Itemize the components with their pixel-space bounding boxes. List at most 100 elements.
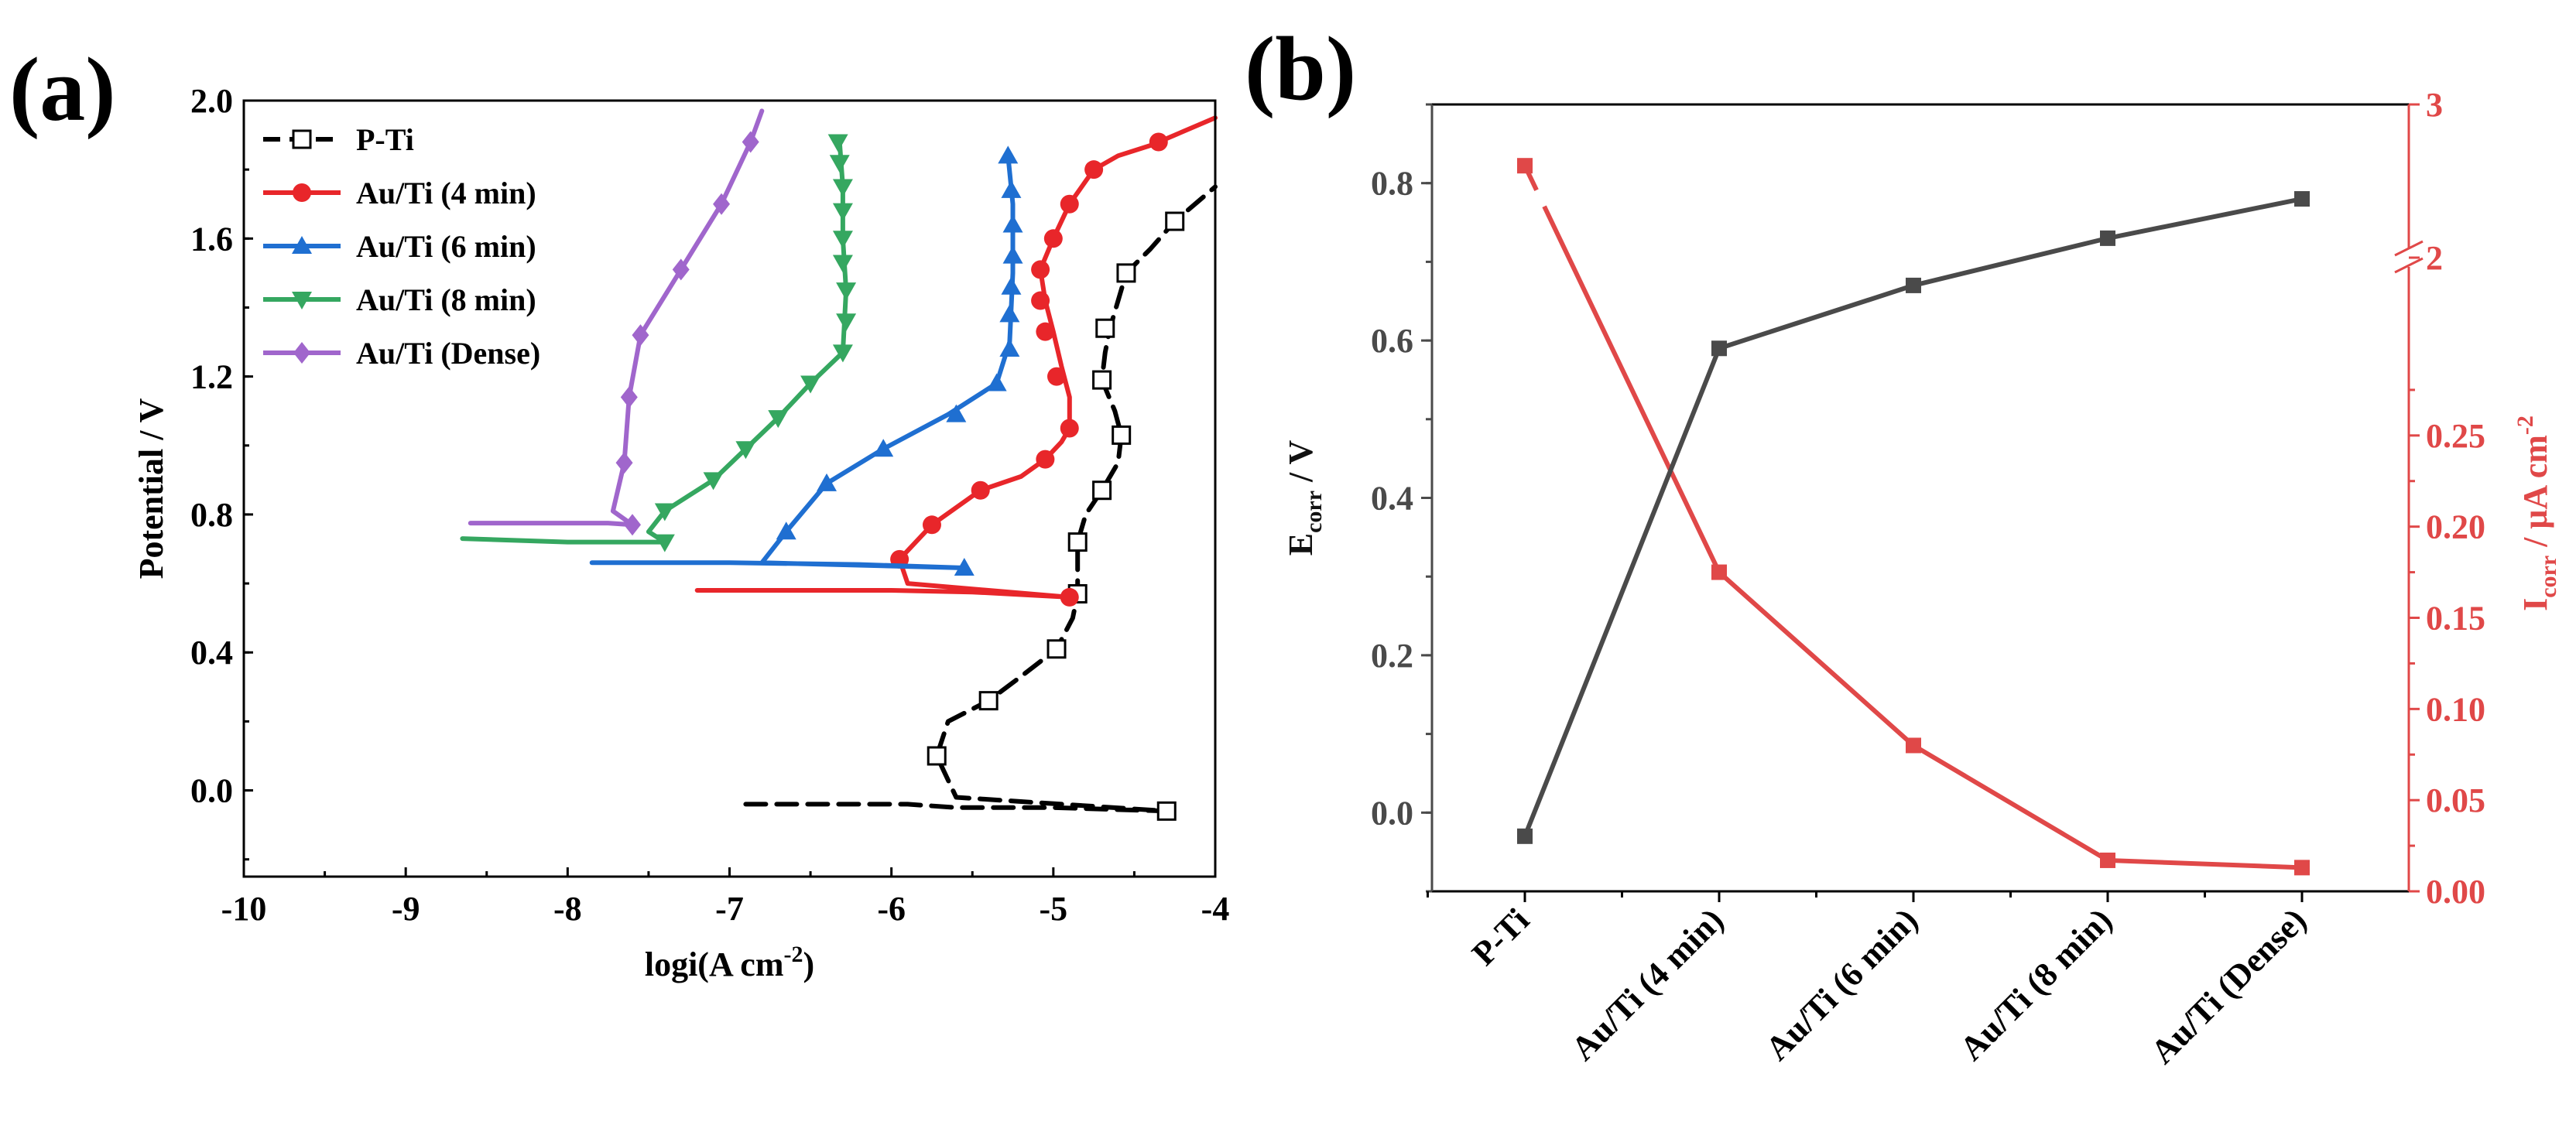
- polarization-series-layer: [460, 108, 1218, 821]
- y-tick-label: 0.4: [190, 634, 233, 672]
- left-tick-label: 0.0: [1371, 794, 1413, 832]
- x-axis-title-main: logi(A cm: [645, 945, 784, 983]
- series-line-icorr: [1542, 205, 2303, 870]
- x-tick-label: -5: [1040, 890, 1068, 928]
- legend-label-au-ti-4-min: Au/Ti (4 min): [356, 176, 536, 210]
- data-point-au-ti-6-min: [954, 558, 975, 576]
- legend-label-au-ti-8-min: Au/Ti (8 min): [356, 282, 536, 317]
- x-axis-title-end: ): [803, 945, 814, 983]
- data-point-au-ti-8-min: [768, 410, 789, 429]
- data-point-icorr: [2294, 860, 2310, 876]
- category-label-p-ti: P-Ti: [1464, 901, 1536, 973]
- data-point-p-ti: [1112, 425, 1132, 445]
- series-line-au-ti-4-min: [694, 115, 1218, 600]
- category-label-au-ti-dense: Au/Ti (Dense): [2143, 901, 2314, 1071]
- data-point-p-ti: [978, 691, 999, 711]
- x-tick-label: -10: [221, 890, 267, 928]
- corrosion-series-layer: [1517, 158, 2310, 876]
- y-tick-label: 1.6: [190, 220, 233, 258]
- data-point-au-ti-8-min: [832, 255, 853, 273]
- data-point-au-ti-4-min: [1060, 419, 1079, 438]
- data-point-au-ti-dense: [742, 131, 759, 153]
- data-point-au-ti-8-min: [836, 282, 857, 301]
- chart-a-legend: P-Ti Au/Ti (4 min) Au/Ti (6 min) Au/Ti (8 m…: [263, 122, 540, 371]
- panel-a-label: (a): [9, 39, 116, 140]
- left-axis-title-subscript: corr: [1301, 491, 1327, 533]
- right-tick-label: 0.15: [2426, 600, 2485, 638]
- right-axis-title-main: I: [2516, 598, 2554, 611]
- data-point-au-ti-6-min: [999, 338, 1020, 357]
- x-axis-title-superscript: -2: [783, 942, 803, 967]
- data-point-au-ti-dense: [615, 452, 633, 474]
- data-point-au-ti-4-min: [1043, 229, 1063, 248]
- data-point-au-ti-4-min: [922, 515, 941, 535]
- data-point-au-ti-dense: [713, 193, 731, 215]
- data-point-icorr: [1711, 564, 1727, 580]
- data-point-au-ti-8-min: [703, 472, 724, 491]
- left-tick-label: 0.8: [1371, 165, 1413, 203]
- series-line-p-ti: [743, 184, 1218, 814]
- right-tick-label: 0.25: [2426, 417, 2485, 455]
- data-point-au-ti-8-min: [735, 441, 756, 460]
- y-tick-label: 1.2: [190, 358, 233, 396]
- left-tick-label: 0.2: [1371, 637, 1413, 675]
- right-tick-label: 0.05: [2426, 781, 2485, 819]
- data-point-au-ti-8-min: [827, 134, 848, 152]
- legend-marker-p-ti: [292, 129, 312, 149]
- left-axis-title-end: / V: [1282, 440, 1320, 491]
- data-point-p-ti: [927, 746, 947, 766]
- category-label-au-ti-6-min: Au/Ti (6 min): [1758, 901, 1925, 1068]
- data-point-p-ti: [1092, 480, 1112, 501]
- series-line-au-ti-6-min: [589, 153, 1016, 570]
- data-point-p-ti: [1067, 532, 1088, 552]
- data-point-p-ti: [1092, 370, 1112, 390]
- data-point-p-ti: [1165, 211, 1185, 231]
- data-point-au-ti-4-min: [1149, 132, 1168, 152]
- x-axis-title: logi(A cm-2): [645, 942, 814, 983]
- chart-a-axes: -10 -9 -8 -7 -6 -5 -4 0.0 0.4 0.8 1.2 1.6 2.0 logi(A …: [132, 82, 1229, 983]
- data-point-icorr: [2100, 852, 2115, 868]
- legend-marker-au-ti-4-min: [293, 183, 311, 202]
- data-point-au-ti-6-min: [998, 145, 1019, 164]
- data-point-p-ti: [1156, 801, 1177, 821]
- data-point-au-ti-4-min: [1060, 587, 1079, 607]
- legend-label-au-ti-dense: Au/Ti (Dense): [356, 336, 540, 371]
- x-tick-label: -6: [877, 890, 906, 928]
- legend-marker-au-ti-8-min: [292, 292, 312, 309]
- data-point-au-ti-4-min: [1084, 160, 1104, 180]
- right-axis-title-mid: / μA cm: [2516, 435, 2554, 556]
- data-point-au-ti-8-min: [654, 534, 675, 552]
- chart-b-axes: 0.0 0.2 0.4 0.6 0.8 0.00 0.05 0.10 0.15 0.20 0.25 2…: [1282, 86, 2561, 1071]
- data-point-p-ti: [1095, 318, 1115, 338]
- x-tick-label: -4: [1201, 890, 1230, 928]
- x-tick-label: -7: [715, 890, 744, 928]
- panel-b-label: (b): [1245, 18, 1356, 119]
- left-axis-title-main: E: [1282, 533, 1320, 556]
- data-point-au-ti-6-min: [986, 373, 1007, 391]
- potentiodynamic-polarization-chart: -10 -9 -8 -7 -6 -5 -4 0.0 0.4 0.8 1.2 1.6 2.0 logi(A …: [132, 82, 1229, 983]
- data-point-ecorr: [2100, 230, 2115, 246]
- data-point-au-ti-6-min: [776, 521, 796, 540]
- axis-break-mark: [2394, 240, 2424, 257]
- series-line-au-ti-dense: [468, 108, 765, 528]
- data-point-au-ti-4-min: [1047, 367, 1067, 386]
- x-tick-label: -8: [553, 890, 582, 928]
- data-point-ecorr: [1906, 277, 1921, 293]
- data-point-icorr: [1517, 158, 1533, 174]
- right-tick-label: 2: [2426, 239, 2443, 277]
- axis-break-mark: [2394, 257, 2424, 274]
- data-point-au-ti-6-min: [873, 439, 894, 457]
- legend-label-au-ti-6-min: Au/Ti (6 min): [356, 229, 536, 264]
- data-point-icorr: [1906, 737, 1921, 754]
- legend-marker-au-ti-6-min: [292, 236, 312, 254]
- legend-marker-au-ti-dense: [293, 342, 310, 364]
- x-tick-label: -9: [392, 890, 420, 928]
- data-point-au-ti-8-min: [832, 231, 853, 249]
- data-point-ecorr: [1517, 828, 1533, 844]
- y-tick-label: 0.0: [190, 772, 233, 810]
- data-point-au-ti-dense: [672, 258, 690, 281]
- data-point-au-ti-4-min: [1031, 260, 1050, 279]
- right-axis-title-superscript: -2: [2513, 415, 2538, 435]
- data-point-au-ti-8-min: [829, 155, 850, 173]
